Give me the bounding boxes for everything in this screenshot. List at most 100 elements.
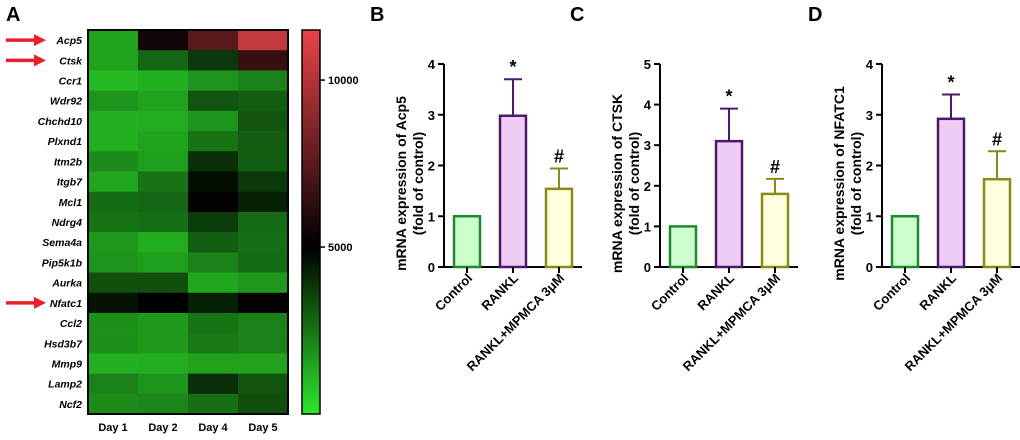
heatmap-cell (88, 232, 139, 253)
significance-mark: * (947, 72, 954, 92)
panel-letter-a: A (6, 4, 20, 26)
heatmap-cell (238, 252, 289, 273)
heatmap-cell (238, 131, 289, 152)
day-label: Day 5 (248, 422, 277, 434)
gene-label: Lamp2 (48, 379, 82, 391)
heatmap-cell (188, 50, 239, 71)
bar (498, 114, 528, 269)
heatmap-cell (188, 373, 239, 395)
red-arrow-icon (34, 54, 46, 67)
heatmap-cell (88, 151, 139, 172)
red-arrow-icon (34, 34, 46, 47)
y-axis-label: mRNA expression of CTSK(fold of control) (609, 94, 642, 273)
heatmap-cell (138, 30, 189, 51)
heatmap-cell (88, 191, 139, 213)
bar (544, 187, 574, 269)
heatmap-cell (88, 292, 139, 314)
heatmap-cell (238, 373, 289, 395)
heatmap-cell (238, 151, 289, 172)
gene-label: Itm2b (54, 156, 83, 168)
y-tick-label: 2 (866, 159, 873, 174)
gene-label: Plxnd1 (48, 136, 83, 148)
heatmap-cell (88, 110, 139, 132)
panel-letter-c: C (570, 4, 584, 26)
heatmap-cell (88, 30, 139, 51)
heatmap-cell (188, 312, 239, 334)
y-axis-label: mRNA expression of NFATC1(fold of contro… (831, 86, 864, 281)
heatmap-cell (188, 292, 239, 314)
y-axis-label-line2: (fold of control) (848, 132, 864, 235)
bar (982, 177, 1012, 269)
red-arrow-icon (34, 296, 46, 309)
heatmap-cell (138, 393, 189, 415)
heatmap-cell (238, 30, 289, 51)
heatmap-cell (138, 232, 189, 253)
heatmap-cell (188, 70, 239, 91)
y-axis-label-line1: mRNA expression of CTSK (609, 94, 625, 273)
panel-letter-b: B (370, 4, 384, 26)
gene-label: Mmp9 (52, 358, 82, 370)
heatmap-cell (138, 292, 189, 314)
heatmap-cell (188, 232, 239, 253)
heatmap-cell (188, 30, 239, 51)
heatmap-cell (138, 70, 189, 91)
colorbar-tick-label: 5000 (328, 242, 352, 254)
y-tick-label: 1 (428, 209, 435, 224)
y-tick-label: 1 (644, 219, 651, 234)
heatmap-cell (238, 312, 289, 334)
heatmap-cell (138, 272, 189, 294)
significance-mark: # (992, 129, 1002, 149)
gene-label: Mcl1 (59, 197, 83, 209)
heatmap-cell (238, 393, 289, 415)
y-axis-label-line2: (fold of control) (626, 132, 642, 235)
y-tick-label: 4 (644, 98, 652, 113)
bar (890, 215, 920, 269)
significance-mark: * (509, 57, 516, 77)
heatmap-cell (88, 393, 139, 415)
heatmap-cell (188, 211, 239, 233)
heatmap-cell (138, 312, 189, 334)
heatmap-cell (138, 373, 189, 395)
y-tick-label: 0 (428, 260, 435, 275)
heatmap-cell (88, 272, 139, 294)
y-tick-label: 4 (428, 57, 436, 72)
heatmap-cell (138, 353, 189, 374)
y-tick-label: 5 (644, 57, 651, 72)
heatmap-panel: Acp5 Ctsk Ccr1 Wdr92 Chchd10 Plxnd1 Itm2b Itgb7… (6, 29, 289, 434)
y-tick-label: 0 (866, 260, 873, 275)
heatmap-cell (88, 131, 139, 152)
heatmap-cell (238, 50, 289, 71)
heatmap-cell (138, 191, 189, 213)
y-axis-label-line2: (fold of control) (410, 132, 426, 235)
heatmap-cell (138, 131, 189, 152)
heatmap-cell (188, 393, 239, 415)
heatmap-cell (88, 70, 139, 91)
gene-label: Ccl2 (60, 318, 82, 330)
gene-label: Itgb7 (57, 177, 83, 189)
gene-label: Ctsk (59, 55, 83, 67)
day-label: Day 2 (148, 422, 177, 434)
y-tick-label: 3 (644, 138, 651, 153)
heatmap-cell (88, 211, 139, 233)
y-tick-label: 0 (644, 260, 651, 275)
heatmap-cell (88, 353, 139, 374)
y-tick-label: 2 (428, 159, 435, 174)
heatmap-cell (88, 312, 139, 334)
heatmap-cell (238, 90, 289, 112)
heatmap-cell (238, 70, 289, 91)
day-label: Day 1 (98, 422, 127, 434)
gene-label: Wdr92 (50, 96, 82, 108)
heatmap-cell (138, 50, 189, 71)
gene-label: Ncf2 (59, 399, 82, 411)
bar-chart-acp5: 0 1 2 3 4 mRNA expression of Acp5(fold of con… (393, 57, 582, 374)
bar (668, 225, 698, 269)
heatmap-cell (138, 171, 189, 192)
x-category-label: RANKL (694, 270, 737, 313)
x-category-label: Control (648, 271, 691, 314)
significance-mark: # (770, 157, 780, 177)
heatmap-cell (138, 211, 189, 233)
bar (936, 117, 966, 269)
significance-mark: # (554, 147, 564, 167)
y-tick-label: 2 (644, 179, 651, 194)
heatmap-cell (138, 90, 189, 112)
